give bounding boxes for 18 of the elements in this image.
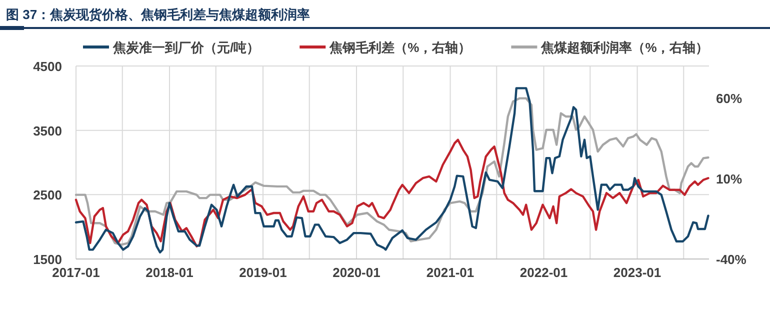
x-tick-label: 2018-01 (146, 265, 194, 280)
title: 图 37：焦炭现货价格、焦钢毛利差与焦煤超额利润率 (6, 7, 310, 22)
legend-label: 焦煤超额利润率（%，右轴） (540, 40, 709, 55)
x-tick-label: 2019-01 (239, 265, 287, 280)
y-tick-label: 1500 (33, 252, 62, 267)
y2-tick-label: 60% (716, 91, 742, 106)
x-tick-label: 2022-01 (520, 265, 568, 280)
x-tick-label: 2023-01 (613, 265, 662, 280)
x-tick-label: 2017-01 (52, 265, 100, 280)
x-tick-label: 2021-01 (426, 265, 474, 280)
legend-label: 焦炭准一到厂价（元/吨） (112, 40, 260, 55)
x-tick-label: 2020-01 (332, 265, 380, 280)
y2-tick-label: -40% (716, 252, 747, 267)
y-tick-label: 2500 (33, 188, 62, 203)
legend-label: 焦钢毛利差（%，右轴） (328, 40, 472, 55)
y-tick-label: 4500 (33, 59, 62, 74)
y2-tick-label: 10% (716, 172, 742, 187)
y-tick-label: 3500 (33, 123, 62, 138)
